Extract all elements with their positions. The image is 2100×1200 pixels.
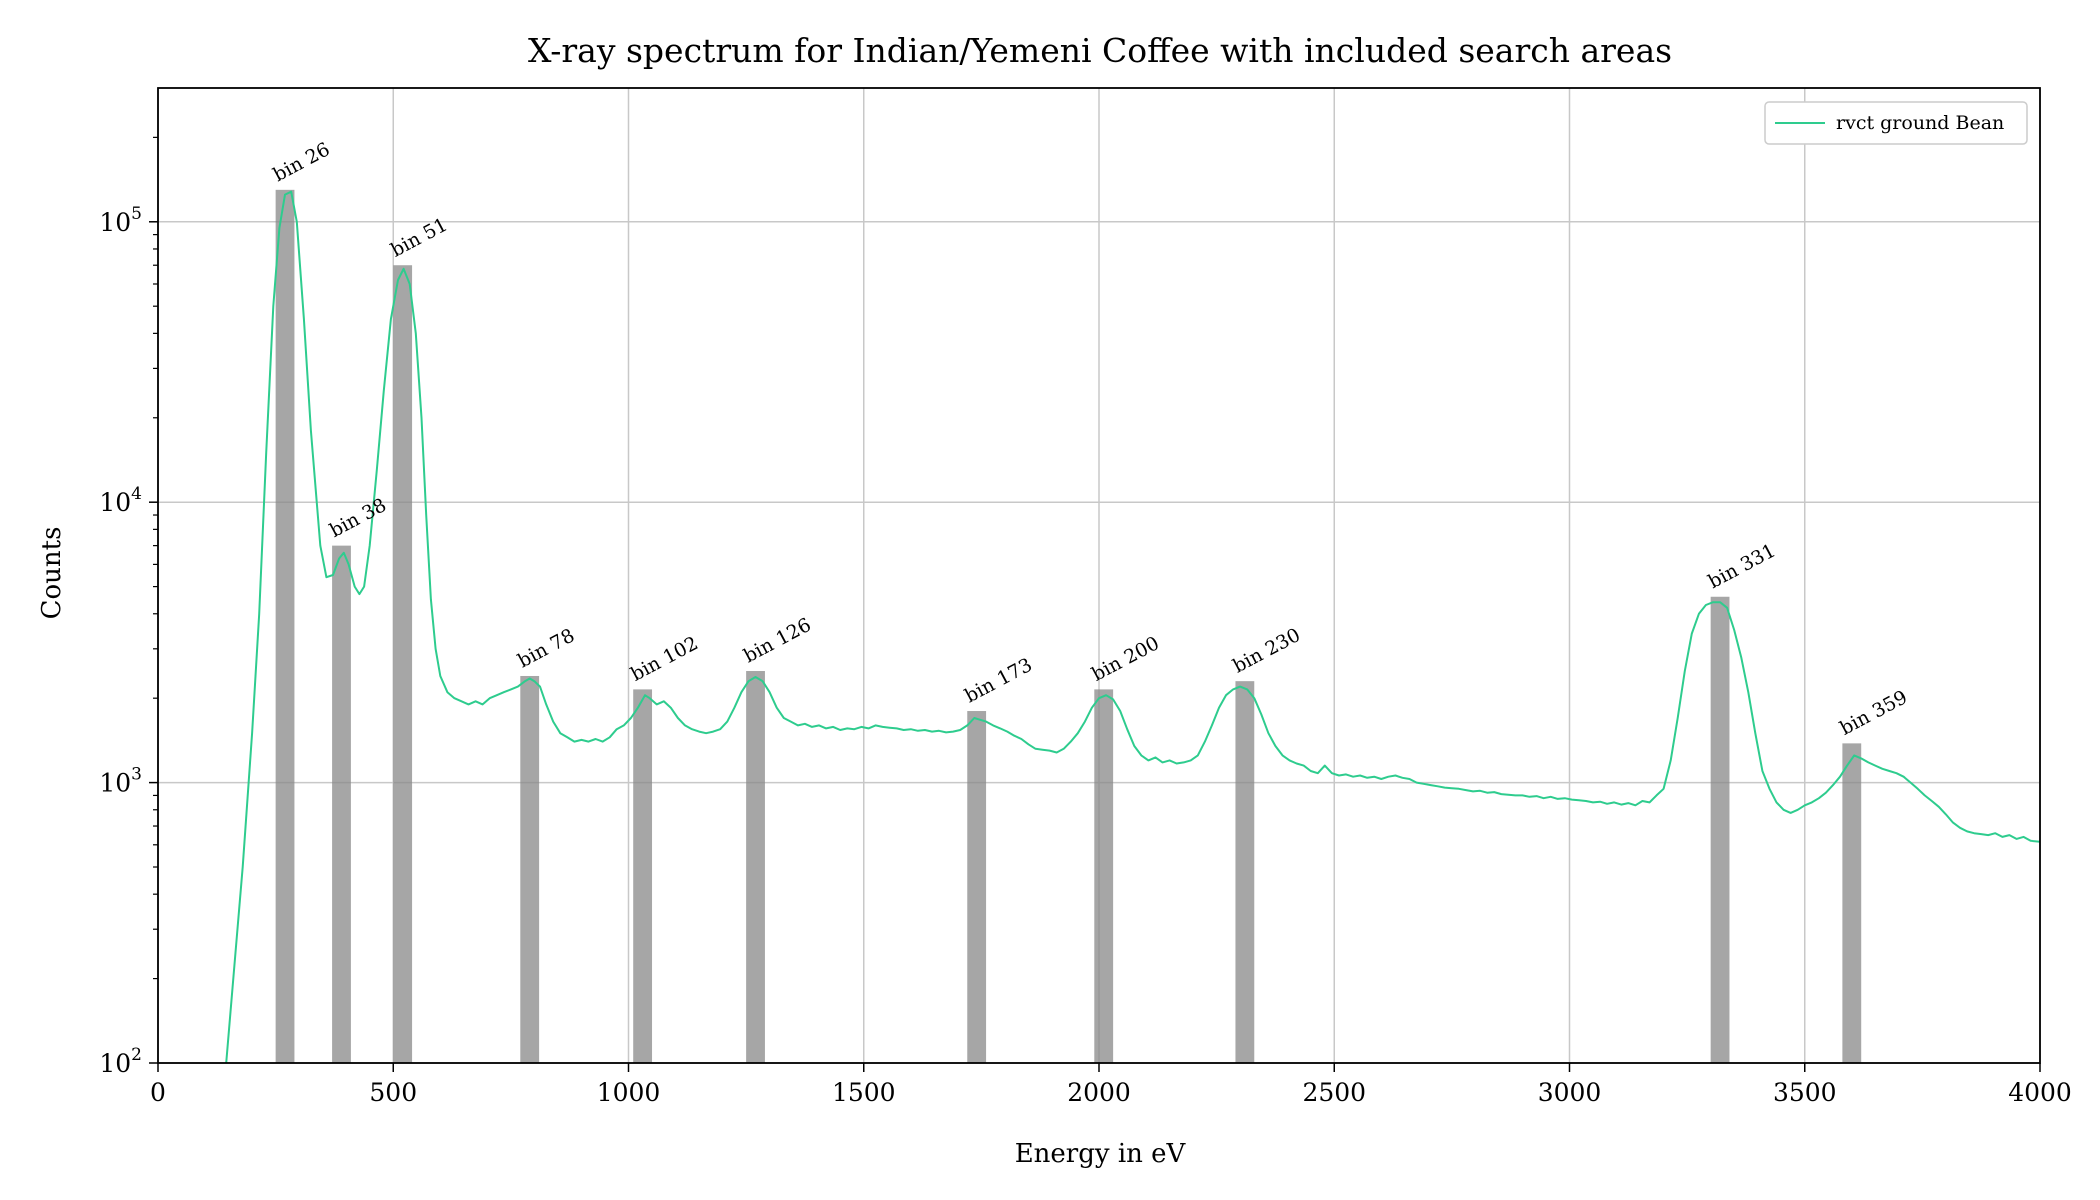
search-area-bar <box>1235 681 1255 1063</box>
series-line <box>225 190 2041 1064</box>
x-tick-label: 3500 <box>1773 1078 1837 1107</box>
x-tick-label: 4000 <box>2008 1078 2072 1107</box>
series-layer <box>225 190 2041 1064</box>
search-area-bar <box>967 711 987 1063</box>
legend: rvct ground Bean <box>1764 101 2028 145</box>
x-tick-label: 500 <box>369 1078 417 1107</box>
search-area-bar <box>1842 743 1862 1063</box>
search-area-bar <box>520 675 540 1063</box>
plot-frame <box>157 87 2041 1064</box>
search-area-bar <box>633 689 653 1063</box>
x-tick-label: 1000 <box>597 1078 661 1107</box>
x-tick-label: 3000 <box>1538 1078 1602 1107</box>
y-axis-title: Counts <box>37 527 67 620</box>
y-tick-label: 105 <box>99 204 142 237</box>
ticks-layer: 0 500 1000 1500 2000 2500 3000 3500 4000 102 103 10… <box>99 136 2072 1107</box>
x-tick-label: 2000 <box>1067 1078 1131 1107</box>
y-tick-label: 102 <box>99 1045 142 1078</box>
x-tick-label: 2500 <box>1302 1078 1366 1107</box>
x-axis-title: Energy in eV <box>1015 1139 1187 1169</box>
search-area-bar <box>393 265 413 1064</box>
x-tick-label: 0 <box>150 1078 166 1107</box>
y-tick-label: 104 <box>99 484 142 517</box>
search-area-bar <box>275 189 295 1063</box>
legend-box <box>1764 101 2028 145</box>
chart-title: X-ray spectrum for Indian/Yemeni Coffee … <box>528 31 1672 70</box>
legend-label: rvct ground Bean <box>1836 112 2004 134</box>
search-area-bar <box>746 671 765 1063</box>
search-area-layer <box>275 189 1862 1064</box>
x-tick-label: 1500 <box>832 1078 896 1107</box>
search-area-bar <box>332 545 351 1063</box>
search-area-bar <box>1094 689 1114 1063</box>
search-area-bar <box>1710 596 1730 1063</box>
y-tick-label: 103 <box>99 765 142 798</box>
